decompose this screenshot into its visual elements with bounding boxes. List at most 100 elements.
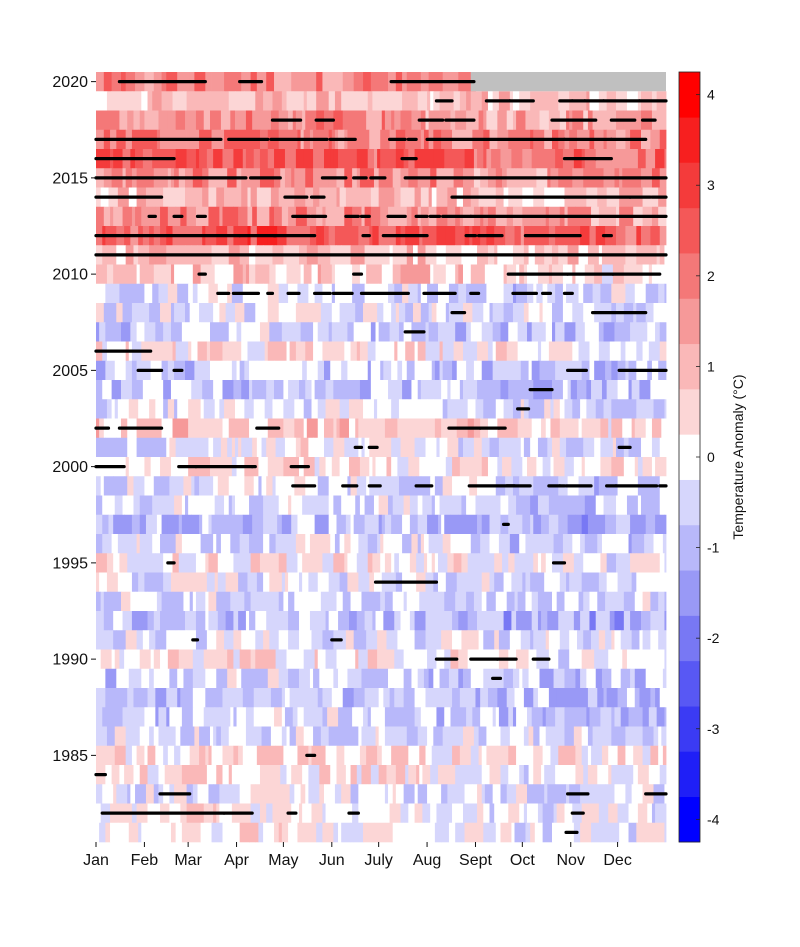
heatmap-cell	[634, 437, 642, 458]
heatmap-cell	[283, 418, 292, 439]
heatmap-cell	[505, 226, 515, 246]
heatmap-cell	[425, 341, 430, 362]
heatmap-cell	[441, 418, 448, 439]
heatmap-cell	[147, 91, 153, 111]
heatmap-cell	[555, 322, 565, 342]
heatmap-cell	[189, 322, 202, 342]
heatmap-cell	[328, 514, 337, 535]
heatmap-cell	[528, 765, 534, 785]
heatmap-cell	[256, 283, 264, 304]
heatmap-cell	[631, 630, 640, 650]
heatmap-cell	[620, 553, 631, 573]
heatmap-cell	[428, 668, 434, 689]
heatmap-cell	[119, 649, 125, 670]
heatmap-cell	[311, 380, 316, 400]
heatmap-cell	[377, 649, 387, 670]
heatmap-cell	[530, 514, 534, 535]
heatmap-cell	[181, 514, 192, 535]
heatmap-cell	[147, 688, 153, 708]
heatmap-cell	[356, 91, 369, 111]
heatmap-cell	[103, 72, 113, 92]
heatmap-cell	[284, 437, 297, 458]
heatmap-cell	[117, 534, 122, 554]
heatmap-cell	[289, 322, 301, 342]
heatmap-cell	[225, 303, 236, 323]
heatmap-cell	[452, 360, 458, 381]
heatmap-cell	[334, 226, 344, 246]
heatmap-cell	[634, 668, 647, 689]
heatmap-cell	[306, 822, 317, 843]
heatmap-cell	[231, 360, 237, 381]
heatmap-cell	[575, 668, 581, 689]
heatmap-cell	[288, 572, 292, 593]
heatmap-cell	[467, 399, 476, 419]
heatmap-cell	[350, 688, 355, 708]
heatmap-cell	[99, 322, 106, 342]
heatmap-cell	[425, 611, 436, 631]
heatmap-cell	[391, 360, 395, 381]
heatmap-cell	[525, 110, 534, 131]
heatmap-cell	[161, 418, 173, 439]
heatmap-cell	[175, 341, 180, 362]
heatmap-cell	[650, 745, 659, 766]
heatmap-cell	[141, 91, 148, 111]
heatmap-cell	[160, 206, 169, 227]
heatmap-cell	[478, 110, 484, 131]
heatmap-cell	[475, 688, 481, 708]
heatmap-cell	[249, 534, 261, 554]
heatmap-cell	[417, 534, 422, 554]
heatmap-cell	[642, 457, 653, 477]
heatmap-cell	[400, 611, 411, 631]
heatmap-cell	[249, 611, 256, 631]
heatmap-cell	[249, 418, 259, 439]
heatmap-cell	[263, 91, 273, 111]
heatmap-cell	[438, 572, 447, 593]
heatmap-cell	[308, 437, 314, 458]
heatmap-cell	[244, 91, 252, 111]
heatmap-cell	[136, 322, 145, 342]
heatmap-cell	[172, 341, 177, 362]
heatmap-cell	[238, 572, 248, 593]
heatmap-cell	[200, 399, 205, 419]
heatmap-cell	[658, 630, 667, 650]
heatmap-cell	[583, 303, 595, 323]
heatmap-cell	[452, 630, 462, 650]
heatmap-cell	[270, 553, 280, 573]
heatmap-cell	[664, 226, 667, 246]
heatmap-cell	[611, 630, 615, 650]
heatmap-cell	[458, 283, 467, 304]
colorbar-swatch	[679, 343, 700, 390]
heatmap-cell	[284, 707, 294, 727]
heatmap-cell	[462, 380, 475, 400]
heatmap-cell	[378, 726, 386, 747]
heatmap-cell	[269, 707, 275, 727]
heatmap-cell	[397, 514, 403, 535]
heatmap-cell	[370, 380, 381, 400]
heatmap-cell	[498, 437, 511, 458]
heatmap-cell	[381, 264, 394, 285]
heatmap-cell	[367, 91, 373, 111]
heatmap-cell	[186, 765, 198, 785]
heatmap-cell	[508, 803, 520, 824]
heatmap-cell	[167, 110, 177, 131]
heatmap-cell	[455, 765, 462, 785]
heatmap-cell	[241, 187, 248, 208]
heatmap-cell	[400, 707, 409, 727]
heatmap-cell	[306, 688, 311, 708]
heatmap-cell	[197, 765, 208, 785]
heatmap-cell	[155, 707, 159, 727]
heatmap-cell	[278, 822, 283, 843]
heatmap-cell	[153, 668, 164, 689]
heatmap-cell	[367, 149, 375, 169]
heatmap-cell	[530, 495, 539, 516]
heatmap-cell	[391, 611, 395, 631]
heatmap-cell	[447, 553, 455, 573]
heatmap-cell	[127, 553, 133, 573]
heatmap-cell	[664, 514, 667, 535]
heatmap-cell	[144, 572, 153, 593]
heatmap-cell	[145, 514, 158, 535]
heatmap-cell	[402, 745, 409, 766]
heatmap-cell	[605, 360, 612, 381]
heatmap-cell	[484, 264, 494, 285]
heatmap-cell	[233, 630, 242, 650]
